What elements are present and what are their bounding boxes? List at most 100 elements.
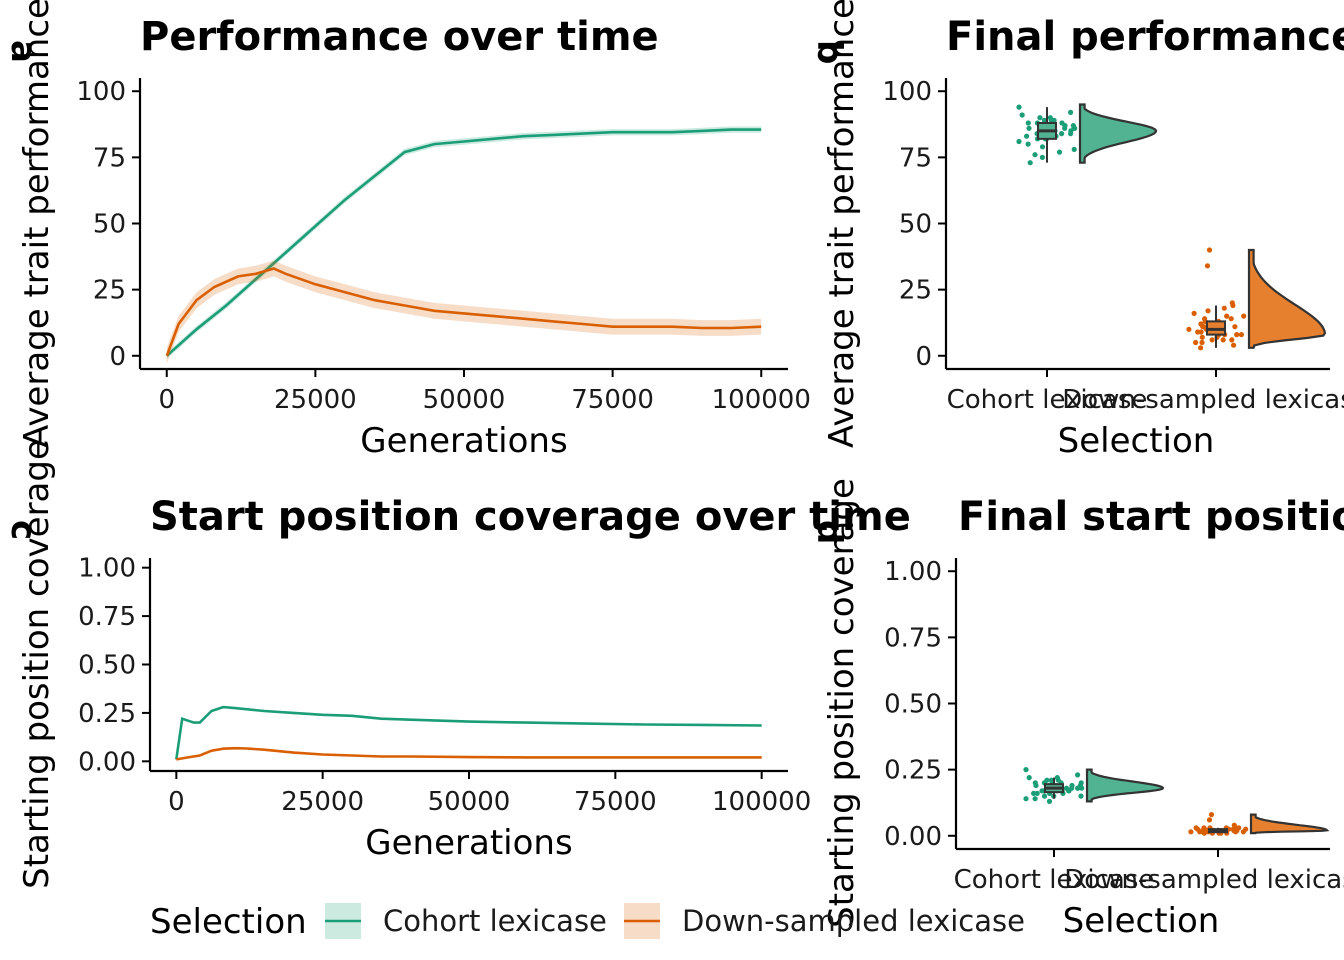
y-tick-label: 0.50	[884, 690, 942, 720]
data-point-cohort	[1048, 117, 1054, 123]
x-tick-label: 0	[168, 787, 185, 817]
data-point-downsampled	[1206, 247, 1213, 253]
data-point-downsampled	[1241, 313, 1247, 319]
violin-cohort	[1078, 103, 1158, 164]
legend-label-downsampled: Down-sampled lexicase	[682, 904, 1025, 938]
data-point-cohort	[1023, 767, 1029, 773]
y-axis-title: Average trait performance	[17, 0, 57, 448]
series-band-cohort	[176, 706, 762, 761]
violin-downsampled	[1247, 248, 1327, 349]
violin-downsampled	[1249, 813, 1330, 835]
data-point-downsampled	[1208, 812, 1215, 818]
x-tick-label: 100000	[712, 787, 811, 817]
x-axis-title: Selection	[1063, 901, 1220, 941]
y-tick-label: 0.50	[78, 651, 136, 681]
data-point-cohort	[1068, 131, 1074, 137]
x-axis-title: Generations	[360, 421, 567, 461]
y-tick-label: 100	[882, 77, 932, 107]
data-point-cohort	[1056, 149, 1063, 155]
data-point-cohort	[1075, 772, 1081, 778]
y-tick-label: 0.25	[884, 756, 942, 786]
data-point-downsampled	[1231, 827, 1237, 834]
y-tick-label: 25	[93, 276, 126, 306]
data-point-downsampled	[1186, 326, 1192, 332]
data-point-cohort	[1062, 125, 1068, 131]
y-axis-title: Starting position coverage	[17, 439, 57, 889]
x-tick-label: 100000	[712, 385, 811, 415]
data-point-cohort	[1059, 131, 1065, 137]
data-point-downsampled	[1238, 332, 1244, 338]
y-tick-label: 0	[915, 342, 932, 372]
x-axis-title: Selection	[1058, 421, 1215, 461]
x-tick-label: Down-sampled lexicase	[1062, 385, 1344, 415]
panel-title: Performance over time	[140, 14, 659, 60]
data-point-cohort	[1016, 138, 1022, 145]
data-point-cohort	[1078, 780, 1084, 786]
data-point-downsampled	[1205, 308, 1211, 314]
panel-d-final-coverage: 0.00 0.25 0.50 0.75 1.00 Final start position…	[809, 478, 1344, 941]
y-tick-label: 75	[93, 143, 126, 173]
x-tick-label: 75000	[574, 787, 657, 817]
data-point-cohort	[1039, 788, 1045, 794]
panel-tag: b	[809, 40, 849, 64]
data-point-cohort	[1078, 793, 1084, 799]
data-point-downsampled	[1199, 339, 1205, 346]
data-point-downsampled	[1231, 342, 1237, 348]
panel-tag: d	[809, 520, 849, 544]
panel-title: Final start position coverage	[958, 494, 1344, 540]
data-point-cohort	[1032, 796, 1038, 802]
data-point-downsampled	[1228, 316, 1234, 322]
data-point-cohort	[1039, 154, 1045, 160]
series-line-downsampled	[165, 267, 762, 357]
x-tick-label: 25000	[281, 787, 364, 817]
data-point-downsampled	[1193, 339, 1199, 346]
data-point-downsampled	[1240, 829, 1246, 835]
panel-tag: a	[3, 40, 43, 63]
data-point-cohort	[1041, 793, 1048, 799]
y-tick-label: 50	[93, 210, 126, 240]
data-point-cohort	[1071, 125, 1077, 131]
data-point-downsampled	[1195, 826, 1201, 832]
x-axis-title: Generations	[365, 823, 572, 863]
data-point-cohort	[1026, 775, 1032, 781]
y-tick-label: 1.00	[884, 557, 942, 587]
data-point-cohort	[1059, 120, 1065, 126]
data-point-cohort	[1023, 796, 1029, 802]
data-point-cohort	[1032, 152, 1038, 158]
data-point-downsampled	[1204, 263, 1211, 269]
legend: Selection Cohort lexicase Down-sampled lex…	[150, 902, 1025, 942]
data-point-cohort	[1068, 109, 1074, 115]
data-point-cohort	[1025, 120, 1031, 126]
data-point-downsampled	[1206, 817, 1213, 823]
data-point-cohort	[1046, 798, 1053, 805]
y-tick-label: 50	[899, 210, 932, 240]
data-point-cohort	[1033, 782, 1039, 789]
series-line-cohort	[175, 705, 762, 760]
data-point-downsampled	[1188, 829, 1194, 835]
data-point-downsampled	[1220, 337, 1226, 343]
panel-title: Final performance	[946, 14, 1344, 60]
data-point-cohort	[1041, 117, 1047, 123]
data-point-downsampled	[1229, 337, 1235, 343]
data-point-cohort	[1066, 788, 1072, 794]
data-point-downsampled	[1191, 310, 1197, 316]
data-point-cohort	[1037, 115, 1043, 121]
y-tick-label: 0.75	[78, 602, 136, 632]
data-point-downsampled	[1198, 345, 1204, 351]
data-point-cohort	[1079, 785, 1085, 791]
x-tick-label: 75000	[571, 385, 654, 415]
x-tick-label: 50000	[428, 787, 511, 817]
violin-cohort	[1085, 768, 1165, 803]
panel-tag: c	[3, 520, 43, 540]
data-point-downsampled	[1221, 305, 1227, 311]
data-point-cohort	[1025, 141, 1031, 147]
x-tick-label: 25000	[274, 385, 357, 415]
data-point-cohort	[1034, 790, 1040, 797]
data-point-cohort	[1019, 112, 1025, 118]
data-point-cohort	[1026, 125, 1032, 131]
panel-c-coverage-over-time: 0.00 0.25 0.50 0.75 1.00 Start position cover…	[3, 439, 911, 889]
data-point-downsampled	[1199, 334, 1205, 340]
x-tick-label: 0	[158, 385, 175, 415]
data-point-cohort	[1039, 144, 1046, 150]
